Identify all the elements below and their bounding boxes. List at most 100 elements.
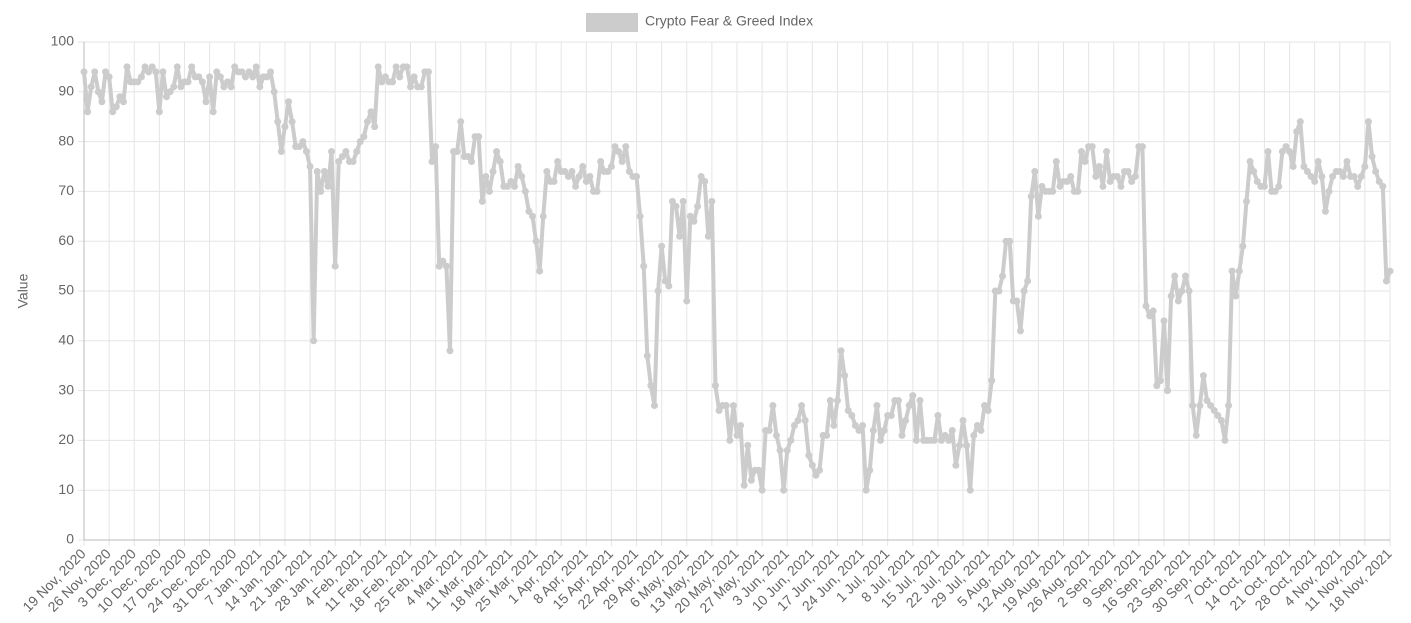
data-point [1077,148,1085,156]
data-point [1192,431,1200,439]
data-point [1074,187,1082,195]
data-point [493,148,501,156]
data-point [665,282,673,290]
data-point [1131,172,1139,180]
legend-label[interactable]: Crypto Fear & Greed Index [645,13,813,29]
data-point [740,481,748,489]
data-point [823,431,831,439]
data-point [812,471,820,479]
data-point [697,172,705,180]
data-point [134,78,142,86]
data-point [532,237,540,245]
data-point [1350,172,1358,180]
data-point [1006,237,1014,245]
data-point [902,416,910,424]
data-point [726,436,734,444]
data-point [306,163,314,170]
data-point [999,272,1007,280]
data-point [511,182,519,190]
data-point [410,73,418,81]
data-point [1260,182,1268,190]
data-point [342,148,350,156]
data-point [152,68,160,76]
data-point [615,148,623,156]
data-point [1203,397,1211,405]
data-point [249,73,257,81]
data-point [733,431,741,439]
data-point [1092,172,1100,180]
data-point [945,436,953,444]
data-point [1264,148,1272,156]
data-point [905,402,913,410]
y-axis-title: Value [15,273,31,308]
data-point [1329,172,1337,180]
data-point [816,466,824,474]
data-point [1181,272,1189,280]
data-point [640,262,648,270]
data-point [859,421,867,429]
data-point [1311,177,1319,185]
data-point [833,397,841,405]
data-point [396,73,404,81]
data-point [1138,143,1146,151]
data-point [550,177,558,185]
data-point [1156,377,1164,385]
data-point [1024,277,1032,285]
data-point [643,352,651,360]
data-point [485,187,493,195]
data-point [148,63,156,71]
data-point [855,426,863,434]
data-point [1124,167,1132,175]
data-point [224,78,232,86]
data-point [1225,402,1233,410]
data-point [955,441,963,449]
data-point [1303,167,1311,175]
data-point [216,73,224,81]
data-point [1321,207,1329,215]
data-point [830,421,838,429]
data-point [1149,307,1157,315]
data-point [145,68,153,76]
data-point [1361,163,1369,170]
data-point [435,262,443,270]
data-point [1160,317,1168,325]
data-point [356,138,364,146]
data-point [708,197,716,205]
data-point [636,212,644,220]
data-point [381,73,389,81]
y-tick-label: 60 [58,232,74,248]
data-point [1242,197,1250,205]
y-tick-label: 20 [58,431,74,447]
data-point [353,148,361,156]
data-point [1307,172,1315,180]
data-point [1113,172,1121,180]
data-point [374,63,382,71]
legend-swatch[interactable] [586,13,638,32]
data-point [213,68,221,76]
data-point [87,83,95,91]
data-point [769,402,777,410]
data-point [758,486,766,494]
data-point [844,407,852,415]
data-point [464,153,472,161]
data-point [887,412,895,419]
data-point [478,197,486,205]
data-point [938,436,946,444]
data-point [84,108,92,116]
data-point [1275,182,1283,190]
data-point [137,73,145,81]
data-point [389,78,397,86]
data-point [625,167,633,175]
data-point [676,232,684,240]
data-point [582,177,590,185]
data-point [109,108,117,116]
data-point [496,158,504,166]
data-point [163,93,171,101]
data-point [245,68,253,76]
data-point [1286,148,1294,156]
data-point [981,402,989,410]
data-point [1095,163,1103,170]
data-point [694,202,702,210]
data-point [539,212,547,220]
data-point [188,63,196,71]
